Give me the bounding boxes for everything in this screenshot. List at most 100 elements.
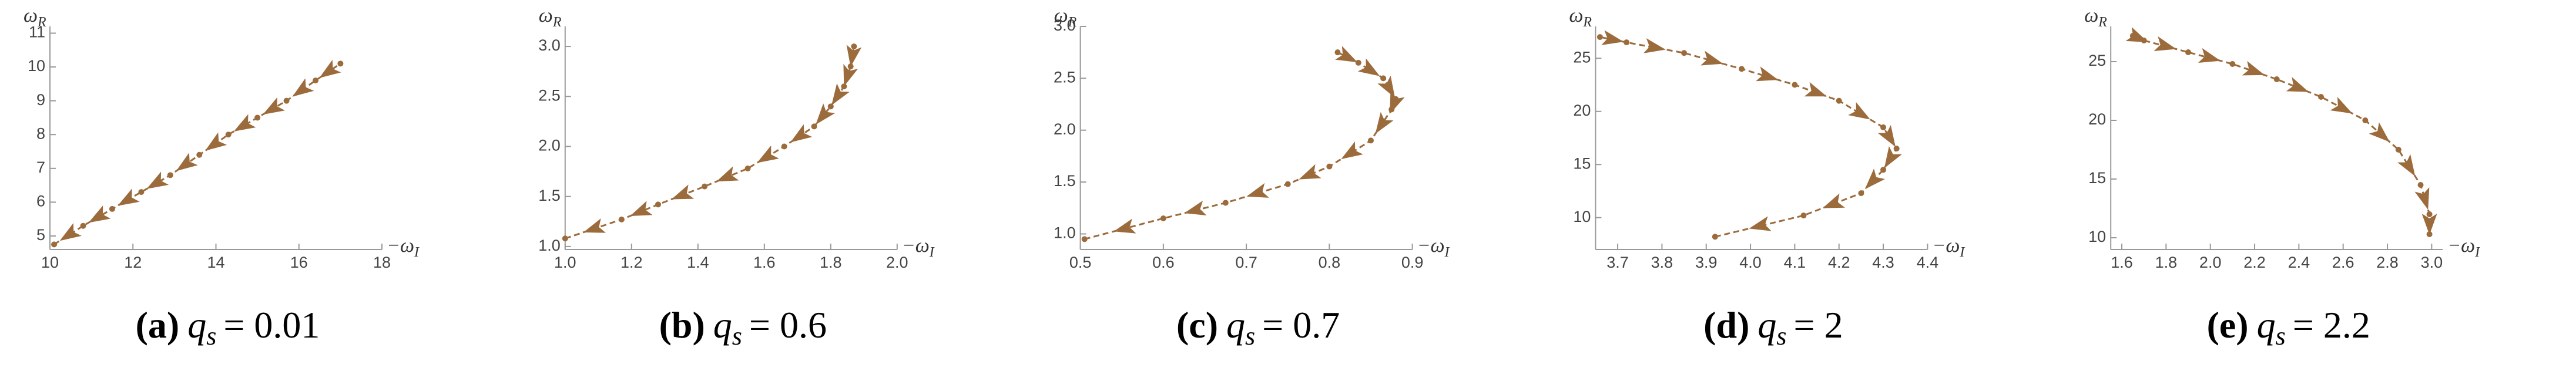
x-axis-label-main: −ω	[1417, 235, 1445, 257]
data-point	[1880, 167, 1887, 173]
y-axis-label-sub: R	[552, 15, 562, 30]
caption-subscript: s	[732, 322, 742, 350]
x-tick-label: 12	[124, 254, 142, 271]
x-tick-label: 1.4	[687, 254, 709, 271]
x-axis-label: −ωI	[387, 235, 420, 260]
data-point	[1326, 163, 1333, 170]
direction-arrow	[816, 103, 836, 125]
data-point	[1712, 234, 1718, 240]
direction-arrow	[583, 218, 606, 233]
direction-arrow	[2242, 60, 2265, 76]
data-point	[51, 241, 58, 248]
data-point	[337, 60, 344, 67]
x-tick-label: 2.0	[2199, 254, 2222, 271]
data-point	[618, 216, 625, 222]
x-axis-label: −ωI	[1417, 235, 1450, 260]
x-axis-label: −ωI	[1932, 235, 1965, 260]
data-point	[1624, 39, 1630, 46]
panel: 1.6 1.8 2.0 2.2 2.4 2.6 2.8 3.010152025−ωIωR(e)…	[2084, 5, 2480, 350]
x-tick-label: 1.8	[2155, 254, 2178, 271]
x-tick-label: 1.6	[753, 254, 776, 271]
x-tick-label: 18	[373, 254, 391, 271]
x-tick-label: 4.4	[1917, 254, 1939, 271]
x-tick-label: 2.2	[2243, 254, 2266, 271]
y-tick-label: 2.0	[1054, 120, 1076, 138]
direction-arrow	[88, 205, 111, 223]
x-axis-label-main: −ω	[387, 235, 414, 257]
data-point	[1858, 190, 1864, 197]
data-point	[313, 77, 318, 84]
x-tick-label: 4.0	[1739, 254, 1762, 271]
direction-arrow	[1864, 168, 1886, 190]
x-tick-label: 0.5	[1069, 254, 1092, 271]
direction-arrow	[59, 222, 82, 241]
direction-arrow	[1113, 218, 1136, 234]
x-tick-label: 0.8	[1319, 254, 1341, 271]
x-tick-label: 10	[41, 254, 59, 271]
x-tick-label: 1.2	[620, 254, 643, 271]
y-tick-label: 1.5	[1054, 172, 1076, 190]
caption-variable: q	[2257, 304, 2276, 346]
x-axis-label-main: −ω	[902, 235, 930, 257]
y-tick-label: 1.5	[538, 187, 561, 204]
data-point	[254, 114, 261, 121]
x-tick-label: 2.0	[886, 254, 908, 271]
x-tick-label: 2.6	[2332, 254, 2354, 271]
panel: 3.7 3.8 3.9 4.0 4.1 4.2 4.3 4.410152025−ωIωR(d)…	[1569, 5, 1965, 350]
caption-subscript: s	[206, 322, 216, 350]
data-point	[2426, 211, 2433, 217]
y-axis-label-sub: R	[2098, 15, 2107, 30]
data-point	[2129, 33, 2136, 39]
direction-arrow	[2369, 122, 2390, 142]
data-point	[2417, 182, 2424, 188]
data-point	[1081, 236, 1088, 242]
x-axis-label-sub: I	[1444, 245, 1450, 260]
x-tick-label: 1.0	[554, 254, 576, 271]
y-tick-label: 2.5	[538, 86, 561, 104]
data-point	[562, 235, 568, 242]
x-axis-label: −ωI	[2447, 235, 2480, 260]
x-tick-label: 2.4	[2288, 254, 2310, 271]
x-tick-label: 4.1	[1784, 254, 1806, 271]
direction-arrow	[843, 64, 858, 87]
direction-arrow	[1357, 58, 1380, 76]
x-tick-label: 3.0	[2421, 254, 2443, 271]
direction-arrow	[319, 59, 341, 78]
caption-variable: q	[1226, 304, 1245, 346]
direction-arrow	[757, 145, 779, 163]
direction-arrow	[671, 184, 695, 200]
y-axis-label: ωR	[2084, 5, 2107, 30]
y-axis-label-main: ω	[2084, 5, 2098, 26]
direction-arrow	[1335, 46, 1358, 63]
data-point	[1800, 213, 1807, 219]
y-tick-label: 2.0	[538, 137, 561, 154]
data-point	[655, 201, 661, 208]
y-tick-label: 25	[1573, 48, 1591, 66]
data-point	[2362, 117, 2369, 123]
data-point	[1380, 75, 1387, 82]
direction-arrow	[1184, 200, 1207, 215]
x-tick-label: 0.9	[1401, 254, 1424, 271]
data-point	[283, 97, 290, 104]
y-axis-label-sub: R	[37, 15, 46, 30]
y-tick-label: 9	[36, 91, 45, 109]
caption-label: (a)	[136, 304, 180, 346]
caption-value: = 0.7	[1262, 304, 1340, 346]
data-point	[225, 131, 232, 138]
y-tick-label: 11	[29, 23, 45, 41]
direction-arrow	[1884, 146, 1902, 168]
y-tick-label: 10	[2088, 228, 2106, 245]
caption: (b) qs = 0.6	[659, 304, 827, 350]
x-axis-label-main: −ω	[1932, 235, 1960, 257]
caption-subscript: s	[1776, 322, 1786, 350]
x-axis-label-sub: I	[1959, 245, 1965, 260]
y-axis-label-main: ω	[24, 5, 38, 26]
series-line	[1084, 51, 1397, 240]
data-point	[2229, 61, 2236, 67]
y-tick-label: 20	[2088, 110, 2106, 128]
x-axis-label: −ωI	[902, 235, 935, 260]
direction-arrow	[1848, 102, 1870, 120]
direction-arrow	[1877, 124, 1896, 147]
data-point	[2395, 147, 2401, 153]
